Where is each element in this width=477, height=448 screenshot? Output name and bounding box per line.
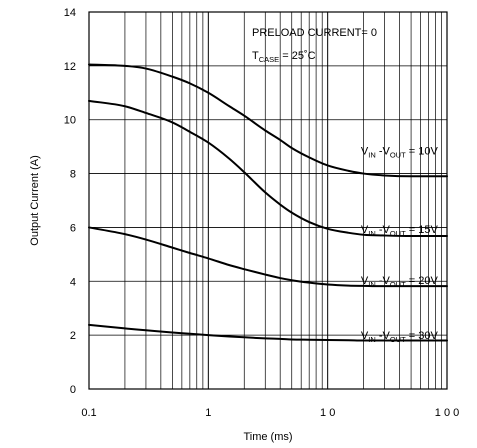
x-tick-label: 1 0 xyxy=(320,407,335,419)
series-label-1: VIN -VOUT = 10V xyxy=(361,146,439,160)
plot-frame xyxy=(88,11,448,390)
series-labels: VIN -VOUT = 10V VIN -VOUT = 15V VIN -VOUT … xyxy=(361,146,439,344)
y-tick-label: 12 xyxy=(64,61,76,73)
series-curves xyxy=(88,63,448,342)
y-tick-label: 4 xyxy=(70,276,76,288)
x-tick-label: 0.1 xyxy=(81,407,96,419)
series-label-3: VIN -VOUT = 20V xyxy=(361,275,439,289)
series-line-2 xyxy=(88,99,448,238)
y-tick-label: 6 xyxy=(70,222,76,234)
series-label-4: VIN -VOUT = 30V xyxy=(361,330,439,344)
series-label-2: VIN -VOUT = 15V xyxy=(361,224,439,238)
preload-note: PRELOAD CURRENT= 0 xyxy=(252,27,377,39)
y-tick-label: 2 xyxy=(70,330,76,342)
y-tick-label: 0 xyxy=(70,384,76,396)
series-line-1 xyxy=(88,63,448,178)
y-tick-label: 10 xyxy=(64,115,76,127)
y-tick-label: 8 xyxy=(70,169,76,181)
tick-labels: 0 2 4 6 8 10 12 14 0.1 1 1 0 1 0 0 xyxy=(64,7,459,419)
grid-lines xyxy=(89,12,447,389)
series-line-3 xyxy=(88,226,448,288)
x-tick-label: 1 xyxy=(205,407,211,419)
y-tick-label: 14 xyxy=(64,7,76,19)
case-temp-note: TCASE = 25˚C xyxy=(252,50,316,64)
chart-annotations: PRELOAD CURRENT= 0 TCASE = 25˚C xyxy=(252,27,377,64)
y-axis-label: Output Current (A) xyxy=(29,155,41,245)
series-line-4 xyxy=(88,323,448,342)
x-axis-label: Time (ms) xyxy=(243,431,292,443)
x-tick-label: 1 0 0 xyxy=(435,407,459,419)
